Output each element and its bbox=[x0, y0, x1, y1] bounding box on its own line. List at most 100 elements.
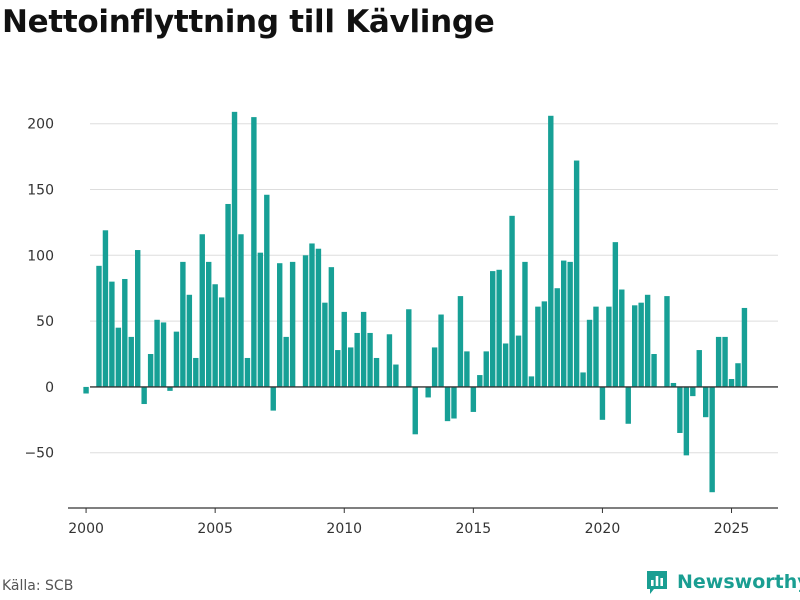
bar bbox=[528, 376, 535, 387]
bar bbox=[431, 347, 438, 387]
x-tick-label: 2010 bbox=[326, 521, 362, 537]
bar bbox=[651, 354, 657, 387]
bar bbox=[444, 386, 451, 422]
bar bbox=[728, 379, 735, 387]
bar bbox=[741, 307, 748, 387]
bar bbox=[735, 363, 741, 387]
bar bbox=[515, 335, 522, 387]
chart-title: Nettoinflyttning till Kävlinge bbox=[2, 4, 495, 40]
bar bbox=[638, 302, 644, 387]
bar bbox=[715, 336, 722, 387]
bar bbox=[522, 261, 528, 387]
gridlines bbox=[90, 123, 778, 454]
y-tick-label: 150 bbox=[27, 182, 54, 198]
bar bbox=[218, 297, 225, 387]
bar bbox=[231, 111, 238, 387]
bar bbox=[470, 386, 477, 412]
bar bbox=[257, 252, 264, 387]
bar bbox=[625, 386, 631, 424]
bar bbox=[251, 117, 257, 387]
y-tick-label: 0 bbox=[45, 380, 54, 396]
x-tick-label: 2015 bbox=[456, 521, 492, 537]
bar bbox=[102, 230, 109, 387]
bar bbox=[412, 386, 418, 435]
bar bbox=[277, 263, 283, 387]
bar bbox=[180, 261, 186, 387]
bar bbox=[360, 311, 367, 387]
bar bbox=[612, 242, 619, 387]
bar bbox=[457, 296, 464, 387]
bar bbox=[206, 261, 212, 387]
bar bbox=[173, 331, 180, 387]
bar bbox=[606, 306, 612, 387]
y-tick-label: 100 bbox=[27, 248, 54, 264]
bar bbox=[270, 386, 276, 411]
bar bbox=[315, 248, 322, 387]
y-tick-label: −50 bbox=[24, 446, 54, 462]
bar bbox=[309, 243, 315, 387]
bar bbox=[490, 271, 496, 387]
x-tick-label: 2020 bbox=[585, 521, 621, 537]
bar bbox=[128, 336, 134, 387]
x-axis-ticks: 2000 2005 2010 2015 2020 2025 bbox=[68, 508, 749, 537]
y-tick-label: 50 bbox=[36, 314, 54, 330]
bar bbox=[186, 294, 193, 387]
bar bbox=[147, 354, 154, 387]
bar bbox=[425, 386, 431, 398]
bar bbox=[393, 364, 399, 387]
bar bbox=[567, 261, 573, 387]
bar bbox=[328, 267, 335, 387]
bar bbox=[496, 269, 502, 387]
x-tick-label: 2000 bbox=[68, 521, 104, 537]
bar bbox=[696, 350, 702, 387]
bar bbox=[122, 278, 128, 387]
bar bbox=[386, 334, 393, 387]
brand-name: Newsworthy bbox=[677, 571, 800, 593]
y-tick-label: 200 bbox=[27, 117, 54, 133]
brand-logo[interactable]: Newsworthy bbox=[645, 569, 800, 595]
bar bbox=[722, 336, 728, 387]
axes bbox=[68, 386, 778, 509]
bar bbox=[135, 250, 141, 387]
bar bbox=[141, 386, 147, 405]
bar bbox=[703, 386, 709, 418]
bar bbox=[451, 386, 457, 419]
bar bbox=[683, 386, 690, 456]
bar bbox=[619, 289, 625, 387]
bar bbox=[554, 288, 560, 387]
bar bbox=[586, 319, 593, 387]
bar bbox=[690, 386, 696, 397]
bar bbox=[502, 343, 509, 387]
bar bbox=[302, 255, 309, 387]
bar bbox=[541, 301, 548, 387]
bar bbox=[109, 281, 115, 387]
bar bbox=[483, 351, 489, 387]
bar bbox=[644, 294, 651, 387]
bar bbox=[373, 357, 380, 387]
bar bbox=[322, 302, 328, 387]
bar bbox=[154, 319, 160, 387]
y-axis-ticks: −50 0 50 100 150 200 bbox=[24, 117, 54, 462]
bar bbox=[160, 322, 167, 387]
bar bbox=[199, 234, 205, 387]
bar bbox=[406, 309, 412, 387]
bar bbox=[264, 194, 270, 387]
bar bbox=[225, 203, 231, 387]
bar bbox=[709, 386, 715, 493]
bar bbox=[438, 314, 444, 387]
bar bbox=[477, 375, 483, 387]
bar bbox=[238, 234, 244, 387]
bar bbox=[367, 332, 373, 387]
bar bbox=[289, 261, 296, 387]
bar bbox=[283, 336, 289, 387]
bar bbox=[573, 160, 580, 387]
x-tick-label: 2025 bbox=[714, 521, 750, 537]
bar-series bbox=[83, 111, 748, 493]
bar bbox=[341, 311, 347, 387]
bar bbox=[167, 386, 173, 391]
newsworthy-logo-icon bbox=[647, 571, 667, 594]
bar bbox=[599, 386, 606, 420]
bar bbox=[593, 306, 599, 387]
bar bbox=[212, 284, 218, 387]
